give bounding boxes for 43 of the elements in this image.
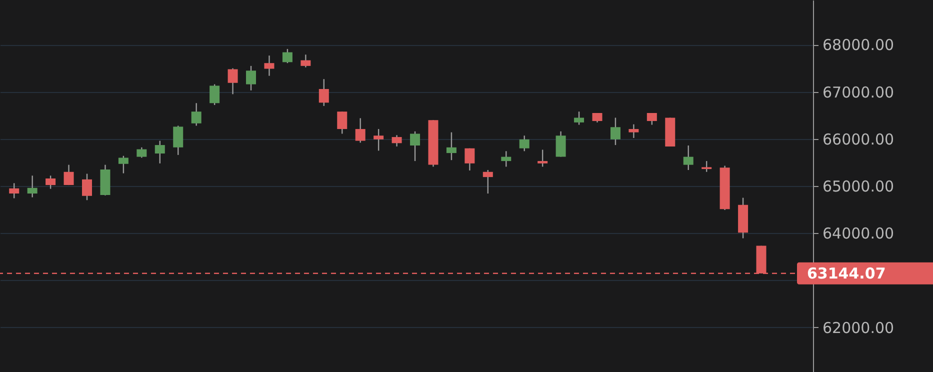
candlestick bbox=[519, 135, 530, 152]
candlestick bbox=[646, 112, 657, 126]
candlestick bbox=[464, 148, 475, 172]
candlestick bbox=[27, 175, 38, 198]
candlestick bbox=[574, 111, 584, 126]
candlestick bbox=[136, 146, 147, 158]
y-tick-label: 65000.00 bbox=[822, 178, 894, 196]
candlestick bbox=[610, 117, 620, 146]
candlestick bbox=[392, 134, 402, 148]
candlestick bbox=[318, 78, 329, 107]
candlestick bbox=[446, 132, 456, 161]
candlestick bbox=[410, 130, 420, 162]
ref-line-label: 63144.07 bbox=[807, 264, 886, 282]
candlestick bbox=[282, 48, 292, 64]
candlestick bbox=[191, 102, 202, 126]
y-tick-label: 64000.00 bbox=[822, 224, 894, 243]
candlestick bbox=[592, 112, 602, 124]
y-tick-label: 68000.00 bbox=[822, 36, 894, 54]
candlestick bbox=[374, 128, 384, 152]
candlestick bbox=[264, 54, 274, 76]
candlestick bbox=[64, 164, 74, 186]
candlestick bbox=[683, 144, 694, 171]
candlestick bbox=[556, 130, 566, 158]
candlestick bbox=[702, 160, 712, 172]
candlestick bbox=[118, 155, 128, 174]
candlestick bbox=[482, 169, 493, 194]
candlestick bbox=[154, 140, 165, 164]
candlestick bbox=[9, 182, 20, 199]
y-tick-label: 66000.00 bbox=[822, 130, 894, 148]
candlestick bbox=[82, 173, 92, 201]
candlestick bbox=[210, 84, 220, 106]
y-tick-label: 62000.00 bbox=[822, 318, 894, 337]
candlestick bbox=[173, 125, 184, 156]
candlestick bbox=[538, 149, 548, 168]
candlestick bbox=[355, 118, 366, 144]
candlestick bbox=[246, 65, 256, 92]
candlestick bbox=[628, 124, 639, 139]
candlestick bbox=[501, 150, 512, 168]
candlestick bbox=[337, 111, 348, 134]
y-tick-label: 67000.00 bbox=[822, 83, 894, 102]
candlestick bbox=[300, 54, 311, 68]
candlestick bbox=[46, 175, 56, 190]
candlestick bbox=[228, 68, 238, 95]
